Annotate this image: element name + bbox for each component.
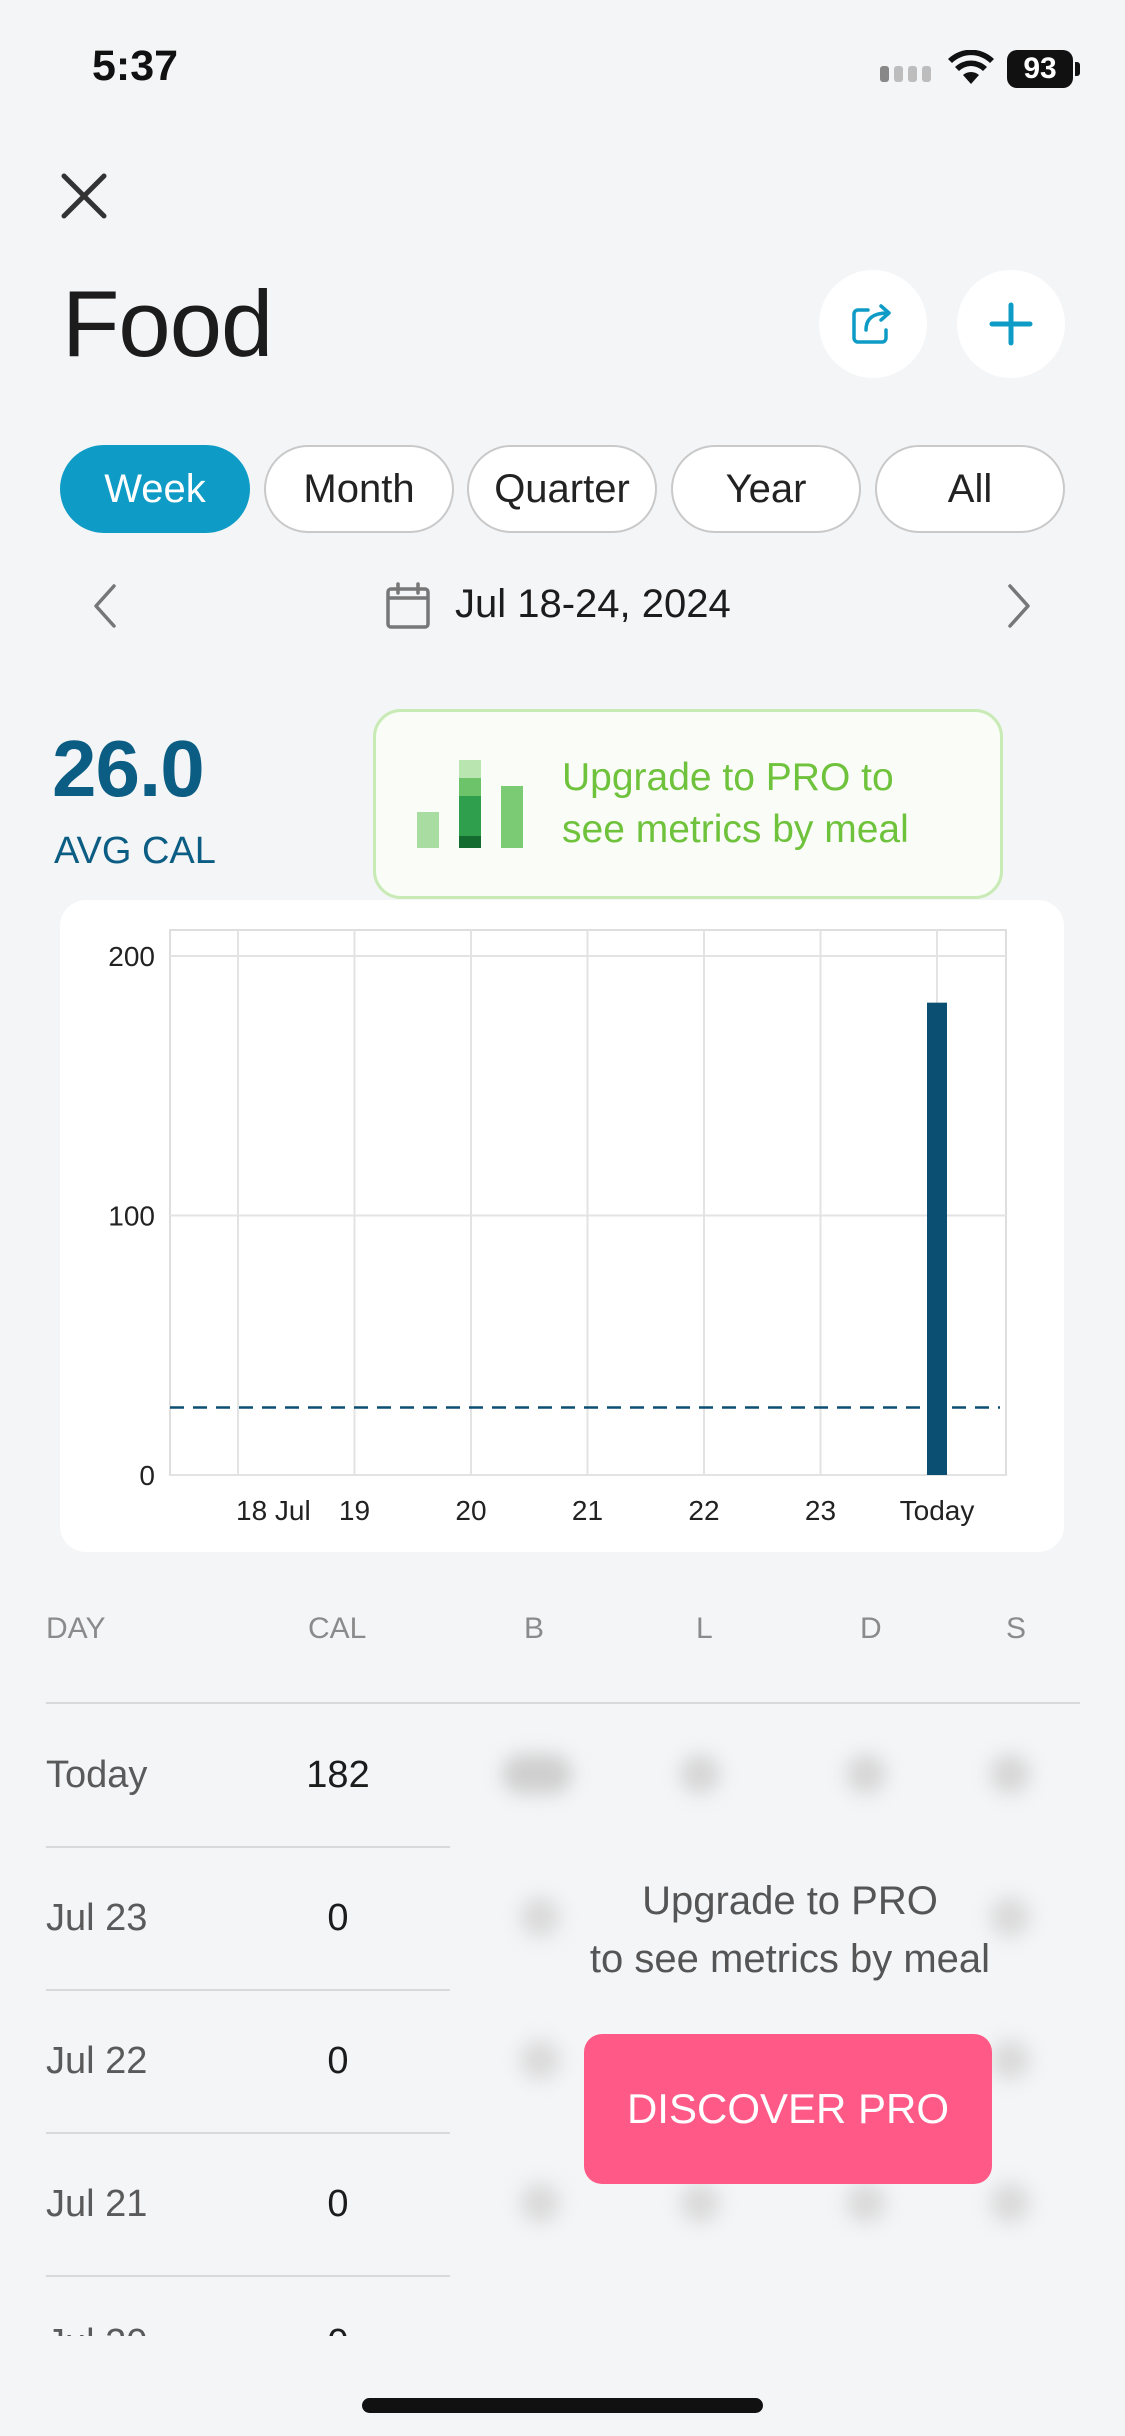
col-header-cal: CAL [308,1612,367,1645]
row-day-today: Today [46,1754,148,1796]
tab-year[interactable]: Year [671,445,861,533]
partial-row-clip: Jul 20 0 [0,2310,1125,2336]
chart-card [60,900,1064,1552]
calories-chart: 0 100 200 18 Jul 19 20 21 22 23 Today [108,929,1007,1526]
tab-quarter[interactable]: Quarter [467,445,657,533]
x-tick-label: Today [900,1495,975,1526]
calendar-icon [386,582,430,629]
col-header-breakfast: B [524,1612,545,1645]
x-tick-label: 20 [455,1495,486,1526]
y-tick-label: 100 [108,1200,155,1231]
blurred-cell [520,1897,560,1937]
tab-all[interactable]: All [875,445,1065,533]
col-header-day: DAY [46,1612,106,1645]
col-header-lunch: L [696,1612,713,1645]
x-tick-label: 19 [339,1495,370,1526]
status-time: 5:37 [92,42,179,90]
promo-text: Upgrade to PRO to see metrics by meal [562,752,909,856]
row-divider [46,2275,450,2277]
share-icon [852,304,891,344]
blurred-cell [680,2183,720,2223]
plus-icon [989,302,1033,346]
x-tick-label: 21 [572,1495,603,1526]
chevron-right-icon[interactable] [998,580,1038,632]
y-tick-label: 0 [139,1460,155,1491]
page-title: Food [62,271,273,376]
bar-today [927,1002,947,1475]
blurred-cell [990,1754,1030,1794]
upgrade-line-1: Upgrade to PRO [642,1879,938,1923]
row-day-jul20: Jul 20 [46,2322,147,2336]
battery-icon: 93 [1007,50,1073,88]
average-label: AVG CAL [54,830,216,872]
chevron-left-icon[interactable] [86,580,126,632]
row-cal-jul23: 0 [327,1897,349,1939]
blurred-cell [990,2183,1030,2223]
x-tick-label: 23 [805,1495,836,1526]
row-cal-today: 182 [306,1754,370,1796]
date-range[interactable]: Jul 18-24, 2024 [455,582,731,626]
upgrade-promo-card[interactable] [373,709,1003,899]
tab-week[interactable]: Week [60,445,250,533]
y-tick-label: 200 [108,941,155,972]
share-button[interactable] [819,270,927,378]
discover-pro-button[interactable]: DISCOVER PRO [584,2034,992,2184]
x-tick-label: 22 [688,1495,719,1526]
row-divider [46,1846,450,1848]
cellular-signal-icon [880,66,932,82]
blurred-cell [990,1897,1030,1937]
upgrade-message: Upgrade to PRO to see metrics by meal [560,1872,1020,1988]
blurred-cell [990,2040,1030,2080]
table-header-divider [46,1702,1080,1704]
locked-meal-columns [490,1740,1060,2300]
row-divider [46,1989,450,1991]
upgrade-line-2: to see metrics by meal [589,1937,991,1981]
row-cal-jul22: 0 [327,2040,349,2082]
row-cal-jul20: 0 [278,2322,398,2336]
average-value: 26.0 [52,724,205,813]
close-icon[interactable] [58,170,110,222]
battery-tip [1075,62,1080,76]
col-header-dinner: D [860,1612,882,1645]
add-button[interactable] [957,270,1065,378]
row-day-jul22: Jul 22 [46,2040,148,2082]
meal-bars-icon [417,760,523,848]
row-day-jul23: Jul 23 [46,1897,148,1939]
tab-month[interactable]: Month [264,445,454,533]
blurred-cell [520,2183,560,2223]
home-indicator[interactable] [362,2398,763,2413]
x-tick-label: 18 Jul [236,1495,311,1526]
blurred-cell [846,1754,886,1794]
wifi-icon [948,50,994,84]
blurred-cell [846,2183,886,2223]
blurred-cell [502,1754,572,1794]
blurred-cell [680,1754,720,1794]
row-day-jul21: Jul 21 [46,2183,148,2225]
row-divider [46,2132,450,2134]
blurred-cell [520,2040,560,2080]
promo-line-1: Upgrade to PRO to [562,756,894,799]
col-header-snack: S [1006,1612,1027,1645]
row-cal-jul21: 0 [327,2183,349,2225]
promo-line-2: see metrics by meal [562,808,909,851]
